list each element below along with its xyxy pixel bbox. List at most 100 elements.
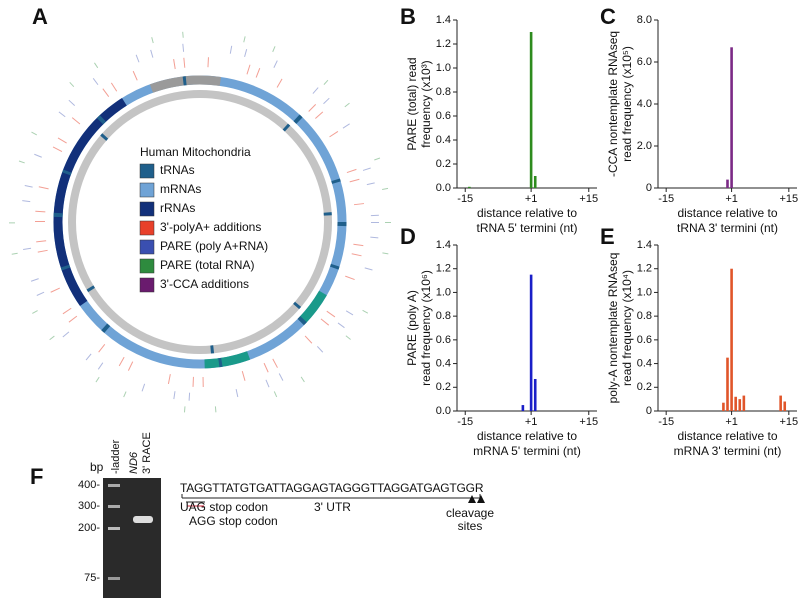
marker-label: 300- [78,500,100,512]
legend-swatch [139,258,155,274]
y-tick-label: 0.4 [436,134,451,146]
legend-label: PARE (poly A+RNA) [160,239,268,253]
cleavage-arrows [468,495,485,503]
marker-label: 75- [84,572,100,584]
ring-segment [53,75,347,369]
bar [726,179,729,188]
y-tick-label: 4.0 [637,98,652,110]
bar [734,396,737,411]
x-tick-label: -15 [658,193,674,205]
y-tick-label: 0.6 [637,334,652,346]
y-axis-label: PARE (total) read [405,57,419,150]
bar [726,357,729,411]
y-axis-label: -CCA nontemplate RNAseq [606,31,620,177]
legend-label: 3'-CCA additions [160,277,249,291]
y-tick-label: 1.0 [436,286,451,298]
x-tick-label: +15 [579,416,598,428]
x-axis-label: mRNA 5' termini (nt) [473,444,581,458]
y-axis-label: read frequency (x10⁶) [419,270,433,386]
legend-title: Human Mitochondria [140,145,251,159]
legend-swatch [139,277,155,293]
y-axis-label: poly-A nontemplate RNAseq [606,253,620,404]
marker-label: 200- [78,522,100,534]
agg-label: AGG stop codon [189,514,278,528]
panel-label: C [600,4,616,29]
bar [521,405,525,411]
y-tick-label: 6.0 [637,56,652,68]
legend-swatch [139,239,155,255]
unit-label: bp [90,460,104,474]
bar [738,399,742,411]
lane-label: ND6 [128,451,140,474]
uag-label: UAG stop codon [180,500,268,514]
bracket [181,494,481,503]
x-axis-label: distance relative to [677,429,777,443]
y-tick-label: 1.2 [637,263,652,275]
track [21,43,379,401]
track [9,31,391,413]
gel-band [133,516,153,523]
y-tick-label: 0.2 [637,381,652,393]
y-tick-label: 1.4 [436,239,451,251]
ring-segment [68,90,332,354]
x-tick-label: +1 [725,193,738,205]
bar [529,274,533,411]
bar [533,378,537,411]
y-tick-label: 1.0 [436,62,451,74]
sequence: TAGGTTATGTGATTAGGAGTAGGGTTAGGATGAGTGGR [180,481,484,495]
panel-label: D [400,224,416,249]
bar [742,395,746,411]
y-tick-label: 1.0 [637,286,652,298]
x-tick-label: +1 [525,416,538,428]
x-tick-label: +15 [579,193,598,205]
x-tick-label: +15 [779,193,798,205]
cleavage-label: sites [458,519,483,533]
x-tick-label: +15 [779,416,798,428]
y-axis-label: PARE (poly A) [405,290,419,366]
legend: tRNAs mRNAs rRNAs 3'-polyA+ additions PARE (… [139,163,268,293]
panel-label: E [600,224,615,249]
utr-label: 3' UTR [314,500,351,514]
y-axis-label: read frequency (x10⁴) [620,270,634,386]
y-tick-label: 2.0 [637,140,652,152]
y-tick-label: 1.2 [436,263,451,275]
legend-label: mRNAs [160,182,201,196]
bar [722,402,725,411]
marker-label: 400- [78,479,100,491]
lane-label: -ladder [110,439,122,474]
bar [730,47,733,188]
y-tick-label: 0.0 [436,182,451,194]
gel-band [108,505,120,508]
y-tick-label: 1.2 [436,38,451,50]
ring-segment [53,75,347,369]
panel-label: B [400,4,416,29]
lane-label: 3' RACE [141,432,153,474]
y-tick-label: 0.8 [436,310,451,322]
y-tick-label: 0.6 [436,334,451,346]
gel-band [108,484,120,487]
x-axis-label: distance relative to [477,429,577,443]
cleavage-label: cleavage [446,506,494,520]
x-tick-label: -15 [658,416,674,428]
x-tick-label: -15 [457,416,473,428]
x-tick-label: -15 [457,193,473,205]
y-tick-label: 8.0 [637,14,652,26]
y-tick-label: 0.4 [637,357,652,369]
bar [529,32,533,188]
legend-label: tRNAs [160,163,195,177]
x-axis-label: mRNA 3' termini (nt) [674,444,782,458]
gel-band [108,527,120,530]
legend-swatch [139,163,155,179]
legend-swatch [139,201,155,217]
y-tick-label: 0.6 [436,110,451,122]
bar [533,176,537,188]
x-axis-label: distance relative to [677,206,777,220]
inner-ring [68,90,332,354]
panel-label: F [30,464,43,489]
y-axis-label: read frequency (x10⁵) [620,46,634,162]
bar [468,186,471,188]
charts: 0.00.20.40.60.81.01.21.4-15 +1 +15distance… [405,14,798,458]
gel-band [108,577,120,580]
legend-label: rRNAs [160,201,195,215]
